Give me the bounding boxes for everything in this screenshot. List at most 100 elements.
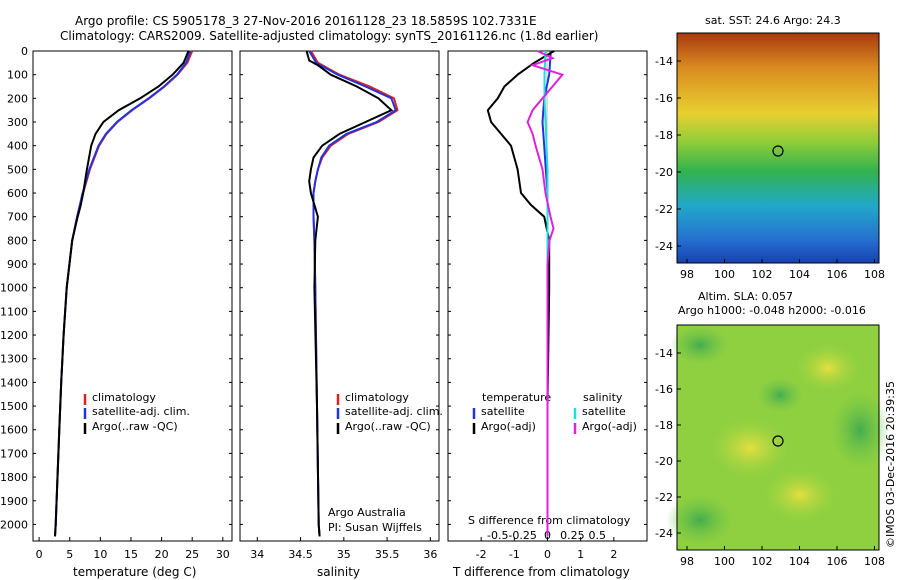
diff-s-tick-label: -0.5 [487,529,508,542]
series-line-sal-2 [305,50,394,537]
sal-x-tick-label: 35.5 [375,548,400,561]
sst-lon-tick-label: 102 [752,268,773,281]
series-line-temp-0 [54,50,194,537]
sla-high-blob-2 [710,418,790,478]
depth-tick-label: 700 [7,211,28,224]
temp-x-tick-label: 30 [216,548,230,561]
sla-lon-tick-label: 100 [714,555,735,568]
sla-map-title-2: Argo h1000: -0.048 h2000: -0.016 [678,304,866,317]
depth-tick-label: 1900 [0,495,28,508]
sst-lon-tick-label: 106 [827,268,848,281]
sla-map-title-1: Altim. SLA: 0.057 [698,290,794,303]
sst-lat-tick-label: -18 [655,129,673,142]
depth-tick-label: 100 [7,69,28,82]
sst-lat-tick-label: -22 [655,203,673,216]
depth-tick-label: 800 [7,234,28,247]
sal-x-tick-label: 34 [250,548,264,561]
sla-high-blob-3 [764,469,836,521]
temp-legend-sat: satellite-adj. clim. [92,405,190,418]
series-line-temp-2 [54,50,190,537]
sla-lon-tick-label: 106 [827,555,848,568]
sal-legend-sat: satellite-adj. clim. [345,405,443,418]
depth-tick-label: 600 [7,187,28,200]
depth-tick-label: 900 [7,258,28,271]
diff-s-tick-label: 0.25 [560,529,585,542]
temp-legend-argo: Argo(..raw -QC) [92,420,178,433]
temp-xlabel: temperature (deg C) [73,565,197,579]
depth-tick-label: 1200 [0,329,28,342]
depth-tick-label: 2000 [0,518,28,531]
diff-xlabel: T difference from climatology [453,565,630,579]
sla-lat-tick-label: -16 [655,383,673,396]
sla-high-blob-1 [796,344,860,392]
depth-tick-label: 1700 [0,447,28,460]
sst-map: -14 -16 -18 -20 -22 -24 98 100 102 104 106 108 [655,32,885,281]
depth-tick-label: 1300 [0,353,28,366]
sal-x-tick-label: 36 [423,548,437,561]
diff-x-tick-label: -2 [476,548,487,561]
depth-tick-label: 1100 [0,305,28,318]
sla-low-blob-4 [666,494,734,546]
temp-panel-frame [32,50,233,542]
sla-lat-tick-label: -14 [655,347,673,360]
sla-lat-tick-label: -20 [655,455,673,468]
sst-lon-tick-label: 104 [789,268,810,281]
sst-map-frame [676,32,880,264]
sla-low-blob-1 [670,325,730,365]
temp-x-tick-label: 25 [185,548,199,561]
temp-x-tick-label: 10 [93,548,107,561]
series-line-diff-1 [486,50,555,537]
sla-lat-tick-label: -22 [655,491,673,504]
sla-map-frame [676,324,880,551]
sst-lat-tick-label: -24 [655,240,673,253]
diff-legend-temp-argo: Argo(-adj) [481,420,536,433]
series-line-sal-0 [310,50,399,537]
credit-org: Argo Australia [328,506,406,519]
sla-argo-marker [772,435,784,447]
header-title-line1: Argo profile: CS 5905178_3 27-Nov-2016 2… [75,14,537,28]
temp-x-tick-label: 15 [124,548,138,561]
sla-lon-tick-label: 98 [680,555,694,568]
diff-s-tick-label: 0.5 [589,529,607,542]
sst-lat-tick-label: -20 [655,166,673,179]
sal-x-tick-label: 34.5 [288,548,313,561]
diff-legend-sal-argo: Argo(-adj) [582,420,637,433]
sal-xlabel: salinity [317,565,361,579]
depth-tick-label: 1400 [0,376,28,389]
temp-x-tick-label: 5 [66,548,73,561]
header-title-line2: Climatology: CARS2009. Satellite-adjuste… [60,29,599,43]
diff-x-tick-label: 0 [544,548,551,561]
diff-x-tick-label: -1 [509,548,520,561]
sst-lat-tick-label: -16 [655,92,673,105]
depth-tick-label: 1500 [0,400,28,413]
sst-map-title: sat. SST: 24.6 Argo: 24.3 [705,14,841,27]
diff-x-tick-label: 1 [577,548,584,561]
depth-tick-label: 300 [7,116,28,129]
depth-tick-label: 500 [7,163,28,176]
sst-map-field [677,33,879,263]
sst-lon-tick-label: 98 [680,268,694,281]
depth-tick-label: 0 [21,45,28,58]
sal-legend-clim: climatology [345,391,409,404]
sst-argo-marker [772,145,784,157]
credit-pi: PI: Susan Wijffels [328,521,422,534]
depth-tick-label: 1600 [0,424,28,437]
temp-x-tick-label: 20 [155,548,169,561]
diff-legend-temp-title: temperature [482,391,552,404]
sal-x-tick-label: 35 [337,548,351,561]
sla-lat-tick-label: -24 [655,527,673,540]
sal-legend-argo: Argo(..raw -QC) [345,420,431,433]
sla-map: -14 -16 -18 -20 -22 -24 98 100 102 104 106 108 [655,324,890,568]
sla-lon-tick-label: 104 [789,555,810,568]
depth-tick-label: 400 [7,140,28,153]
sla-lat-tick-label: -18 [655,419,673,432]
sst-lon-tick-label: 108 [864,268,885,281]
diff-legend-sal-title: salinity [583,391,623,404]
sal-panel-frame [239,50,440,542]
sla-low-blob-3 [756,377,804,413]
sst-lon-tick-label: 100 [714,268,735,281]
sla-low-blob-2 [830,390,890,470]
depth-tick-label: 1800 [0,471,28,484]
diff-legend-temp-sat: satellite [481,405,525,418]
